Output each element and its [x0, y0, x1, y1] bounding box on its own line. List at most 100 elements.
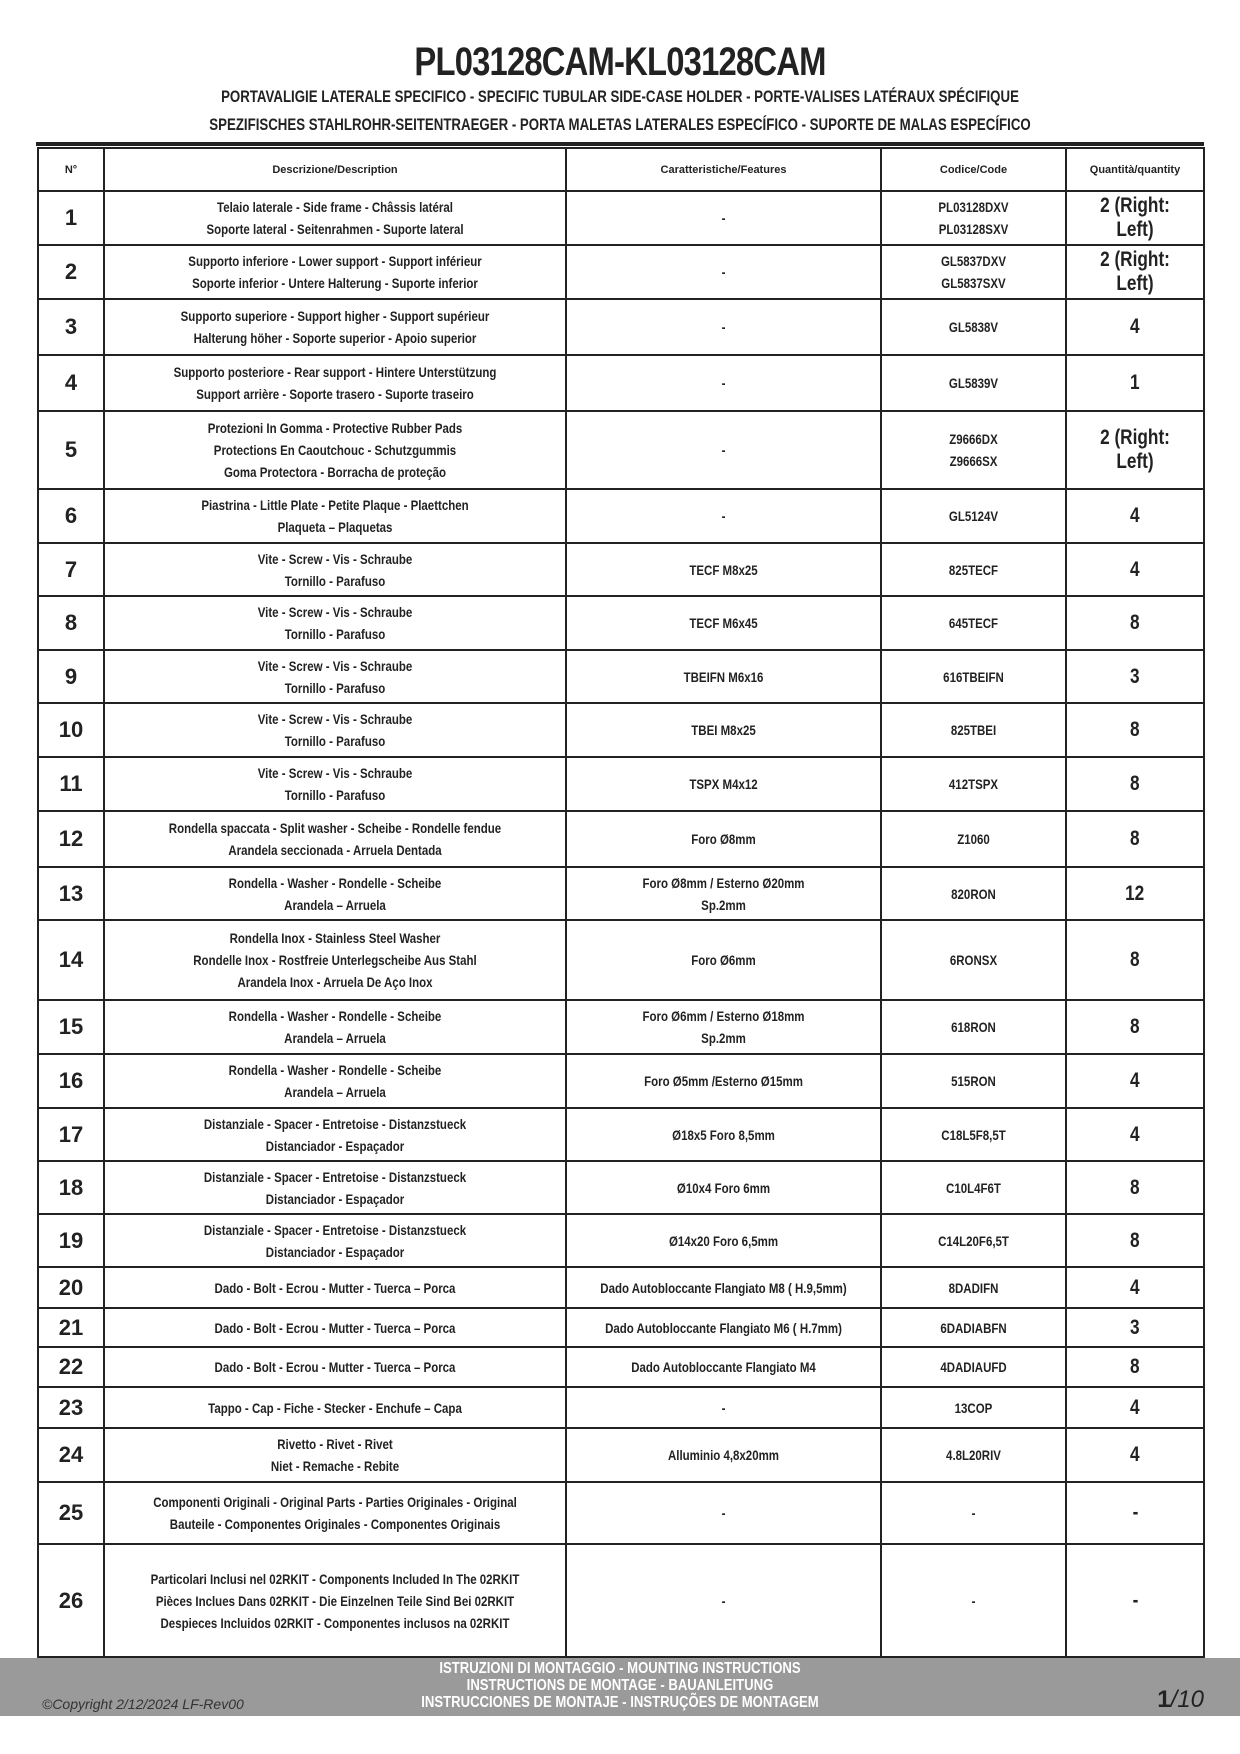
- quantity-value: 8: [1130, 1015, 1140, 1038]
- column-header-quantity: Quantità/quantity: [1065, 147, 1205, 192]
- description-cell: Componenti Originali - Original Parts - …: [103, 1481, 567, 1545]
- description-line: Rondella - Washer - Rondelle - Scheibe: [228, 1008, 442, 1024]
- table-row: 7 Vite - Screw - Vis - Schraube Tornillo -…: [37, 542, 1205, 597]
- quantity-cell: 4: [1065, 1386, 1205, 1429]
- features-line: -: [721, 1505, 726, 1521]
- quantity-cell: 8: [1065, 702, 1205, 758]
- code-line: Z9666DX: [949, 431, 998, 447]
- description-line: Vite - Screw - Vis - Schraube: [257, 765, 413, 781]
- code-line: 4.8L20RIV: [946, 1447, 1001, 1463]
- features-cell: TECF M6x45: [565, 595, 882, 651]
- features-cell: TBEIFN M6x16: [565, 649, 882, 704]
- features-cell: Ø10x4 Foro 6mm: [565, 1160, 882, 1215]
- column-header-description: Descrizione/Description: [103, 147, 567, 192]
- description-cell: Rondella - Washer - Rondelle - Scheibe Ar…: [103, 866, 567, 921]
- features-line: Ø14x20 Foro 6,5mm: [668, 1232, 779, 1249]
- features-line: Foro Ø6mm / Esterno Ø18mm: [642, 1008, 805, 1024]
- features-line: Dado Autobloccante Flangiato M4: [631, 1359, 816, 1375]
- copyright-text: ©Copyright 2/12/2024 LF-Rev00: [42, 1696, 244, 1712]
- description-cell: Rondella spaccata - Split washer - Schei…: [103, 810, 567, 868]
- description-cell: Supporto superiore - Support higher - Su…: [103, 298, 567, 356]
- features-line: -: [721, 375, 726, 391]
- code-line: 13COP: [954, 1399, 993, 1416]
- quantity-value: -: [1132, 1501, 1138, 1524]
- description-line: Protezioni In Gomma - Protective Rubber …: [207, 420, 463, 436]
- code-cell: GL5839V: [880, 354, 1067, 412]
- features-cell: TSPX M4x12: [565, 756, 882, 812]
- code-line: 4DADIAUFD: [940, 1359, 1007, 1375]
- code-cell: 616TBEIFN: [880, 649, 1067, 704]
- features-line: Foro Ø6mm: [691, 952, 756, 968]
- table-row: 3 Supporto superiore - Support higher - S…: [37, 298, 1205, 356]
- code-line: GL5124V: [948, 508, 999, 524]
- quantity-cell: -: [1065, 1543, 1205, 1658]
- code-cell: 825TBEI: [880, 702, 1067, 758]
- features-line: TBEI M8x25: [691, 722, 756, 738]
- row-number: 4: [37, 354, 105, 412]
- code-line: PL03128SXV: [938, 221, 1009, 237]
- features-line: Ø10x4 Foro 6mm: [676, 1179, 771, 1196]
- description-line: Arandela seccionada - Arruela Dentada: [228, 842, 442, 858]
- description-cell: Vite - Screw - Vis - Schraube Tornillo - …: [103, 649, 567, 704]
- quantity-value: 4: [1130, 315, 1140, 338]
- code-line: GL5838V: [948, 319, 999, 335]
- description-cell: Supporto posteriore - Rear support - Hin…: [103, 354, 567, 412]
- table-row: 18 Distanziale - Spacer - Entretoise - Di…: [37, 1160, 1205, 1215]
- document-title: PL03128CAM-KL03128CAM: [414, 40, 826, 84]
- description-cell: Distanziale - Spacer - Entretoise - Dist…: [103, 1160, 567, 1215]
- features-cell: Alluminio 4,8x20mm: [565, 1427, 882, 1483]
- code-line: 515RON: [951, 1073, 996, 1089]
- features-cell: -: [565, 244, 882, 300]
- column-header-features: Caratteristiche/Features: [565, 147, 882, 192]
- code-line: PL03128DXV: [938, 199, 1009, 215]
- code-cell: Z1060: [880, 810, 1067, 868]
- quantity-cell: 4: [1065, 298, 1205, 356]
- table-row: 10 Vite - Screw - Vis - Schraube Tornillo …: [37, 702, 1205, 758]
- quantity-cell: 1: [1065, 354, 1205, 412]
- table-row: 15 Rondella - Washer - Rondelle - Scheibe…: [37, 999, 1205, 1055]
- description-line: Goma Protectora - Borracha de proteção: [223, 464, 447, 480]
- quantity-value: 1: [1130, 371, 1140, 394]
- quantity-cell: 3: [1065, 1307, 1205, 1348]
- description-cell: Piastrina - Little Plate - Petite Plaque…: [103, 488, 567, 544]
- page-number: 1/10: [1157, 1686, 1204, 1714]
- code-line: Z9666SX: [949, 453, 998, 469]
- code-line: C14L20F6,5T: [938, 1232, 1009, 1249]
- description-line: Supporto inferiore - Lower support - Sup…: [188, 253, 482, 269]
- code-line: GL5839V: [948, 375, 999, 391]
- code-cell: 515RON: [880, 1053, 1067, 1109]
- quantity-cell: 4: [1065, 1053, 1205, 1109]
- row-number: 22: [37, 1346, 105, 1388]
- features-line: Foro Ø5mm /Esterno Ø15mm: [644, 1073, 803, 1089]
- row-number: 26: [37, 1543, 105, 1658]
- description-line: Arandela Inox - Arruela De Aço Inox: [237, 974, 433, 990]
- code-cell: 4.8L20RIV: [880, 1427, 1067, 1483]
- description-line: Distanziale - Spacer - Entretoise - Dist…: [203, 1221, 467, 1238]
- quantity-cell: 8: [1065, 1160, 1205, 1215]
- description-line: Protections En Caoutchouc - Schutzgummis: [213, 442, 457, 458]
- features-line: -: [721, 210, 726, 226]
- row-number: 16: [37, 1053, 105, 1109]
- column-header-code: Codice/Code: [880, 147, 1067, 192]
- code-cell: GL5124V: [880, 488, 1067, 544]
- description-cell: Vite - Screw - Vis - Schraube Tornillo - …: [103, 702, 567, 758]
- page-total: /10: [1170, 1686, 1204, 1713]
- features-line: TSPX M4x12: [689, 776, 758, 792]
- code-cell: 8DADIFN: [880, 1266, 1067, 1309]
- row-number: 2: [37, 244, 105, 300]
- features-cell: -: [565, 488, 882, 544]
- code-cell: GL5838V: [880, 298, 1067, 356]
- row-number: 11: [37, 756, 105, 812]
- code-line: GL5837DXV: [940, 253, 1007, 269]
- code-cell: 4DADIAUFD: [880, 1346, 1067, 1388]
- description-line: Distanziale - Spacer - Entretoise - Dist…: [203, 1115, 467, 1132]
- features-line: Alluminio 4,8x20mm: [667, 1447, 780, 1463]
- quantity-cell: 8: [1065, 595, 1205, 651]
- description-cell: Telaio laterale - Side frame - Châssis l…: [103, 190, 567, 246]
- description-line: Piastrina - Little Plate - Petite Plaque…: [201, 497, 469, 513]
- features-cell: -: [565, 298, 882, 356]
- features-cell: Foro Ø5mm /Esterno Ø15mm: [565, 1053, 882, 1109]
- code-line: 618RON: [951, 1019, 996, 1035]
- quantity-value: -: [1132, 1588, 1138, 1612]
- code-cell: C14L20F6,5T: [880, 1213, 1067, 1268]
